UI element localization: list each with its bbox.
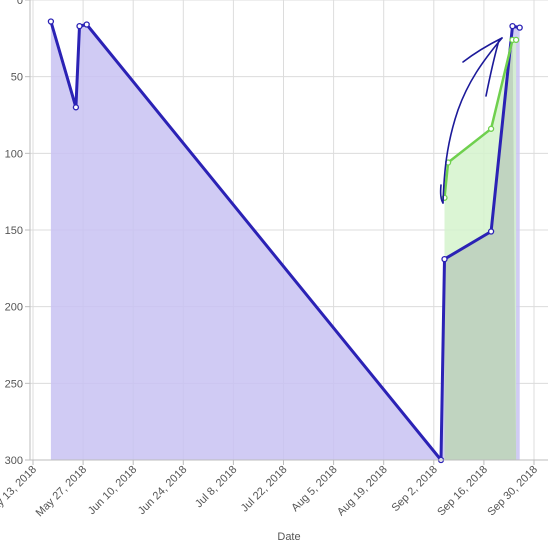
- x-tick-label: Jul 22, 2018: [239, 464, 290, 515]
- series-1-point[interactable]: [487, 228, 495, 235]
- hand-drawn-annotation: [439, 37, 503, 204]
- series-1-point[interactable]: [441, 255, 448, 263]
- x-tick-label: Sep 30, 2018: [485, 464, 540, 519]
- y-tick-label: 50: [11, 72, 23, 84]
- x-tick-label: Jul 8, 2018: [193, 464, 240, 511]
- y-tick-label: 100: [5, 148, 23, 160]
- y-tick-label: 250: [5, 378, 23, 390]
- x-tick-label: Jun 10, 2018: [86, 464, 139, 517]
- x-tick-label: Sep 16, 2018: [435, 464, 490, 519]
- y-tick-label: 200: [5, 302, 23, 314]
- scribble-stroke-3: [485, 39, 500, 97]
- areas: [50, 21, 520, 461]
- points: [47, 18, 523, 464]
- x-tick-label: May 27, 2018: [34, 464, 90, 520]
- series-1-point[interactable]: [509, 22, 516, 30]
- series-2-point[interactable]: [512, 36, 520, 44]
- axes: [25, 0, 548, 465]
- overlap-area: [444, 26, 517, 460]
- series-1-point[interactable]: [72, 104, 80, 111]
- x-tick-label: Sep 2, 2018: [389, 464, 439, 514]
- x-tick-label: Aug 5, 2018: [289, 464, 339, 514]
- x-tick-label: Aug 19, 2018: [335, 464, 390, 519]
- series-1-point[interactable]: [76, 22, 83, 30]
- y-tick-label: 300: [5, 455, 23, 467]
- series-1-area: [50, 21, 520, 460]
- y-tick-label: 150: [5, 225, 23, 237]
- x-axis-title: Date: [277, 531, 300, 542]
- series-1-point[interactable]: [47, 18, 55, 25]
- series-1-point[interactable]: [516, 24, 523, 31]
- y-tick-label: 0: [17, 0, 23, 7]
- x-tick-label: Jun 24, 2018: [136, 464, 189, 517]
- series-1-point[interactable]: [83, 21, 90, 28]
- scribble-stroke-1: [442, 37, 503, 204]
- series-2-point[interactable]: [487, 125, 495, 132]
- scribble-stroke-4: [439, 184, 444, 204]
